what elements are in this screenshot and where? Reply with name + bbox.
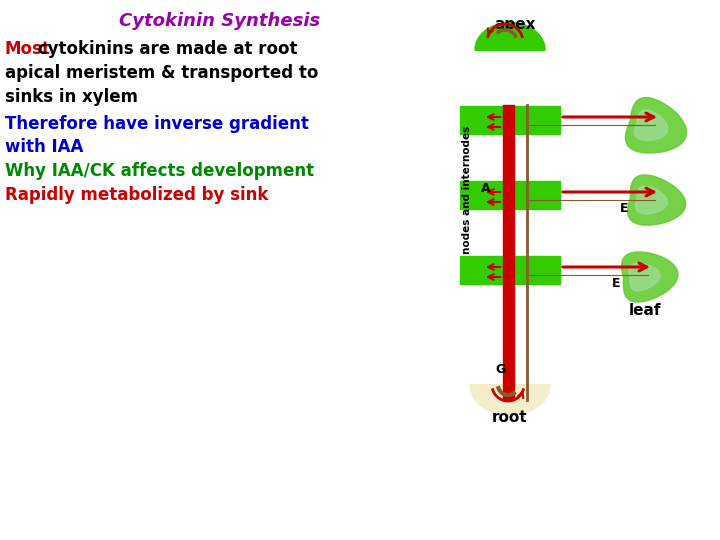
Text: Most: Most: [5, 40, 51, 58]
Text: sinks in xylem: sinks in xylem: [5, 88, 138, 106]
Text: Cytokinin Synthesis: Cytokinin Synthesis: [120, 12, 320, 30]
Text: G: G: [495, 363, 505, 376]
Polygon shape: [626, 98, 687, 153]
Bar: [460, 181, 560, 209]
Polygon shape: [628, 175, 685, 225]
Text: Therefore have inverse gradient: Therefore have inverse gradient: [5, 115, 309, 133]
Text: leaf: leaf: [629, 303, 661, 318]
Bar: [460, 106, 560, 134]
Text: with IAA: with IAA: [5, 138, 84, 156]
Text: apex: apex: [494, 17, 536, 32]
Polygon shape: [475, 23, 545, 50]
Text: apical meristem & transported to: apical meristem & transported to: [5, 64, 318, 82]
Polygon shape: [629, 263, 660, 291]
Bar: [460, 256, 560, 284]
Text: nodes and internodes: nodes and internodes: [462, 126, 472, 254]
Text: A: A: [481, 182, 490, 195]
Polygon shape: [636, 186, 667, 214]
Text: E: E: [612, 277, 621, 290]
Text: root: root: [492, 410, 528, 425]
Polygon shape: [470, 385, 550, 415]
Text: E: E: [620, 202, 629, 215]
Polygon shape: [634, 110, 668, 140]
Polygon shape: [621, 252, 678, 302]
Text: Rapidly metabolized by sink: Rapidly metabolized by sink: [5, 186, 269, 204]
Text: cytokinins are made at root: cytokinins are made at root: [32, 40, 297, 58]
Text: Why IAA/CK affects development: Why IAA/CK affects development: [5, 162, 314, 180]
